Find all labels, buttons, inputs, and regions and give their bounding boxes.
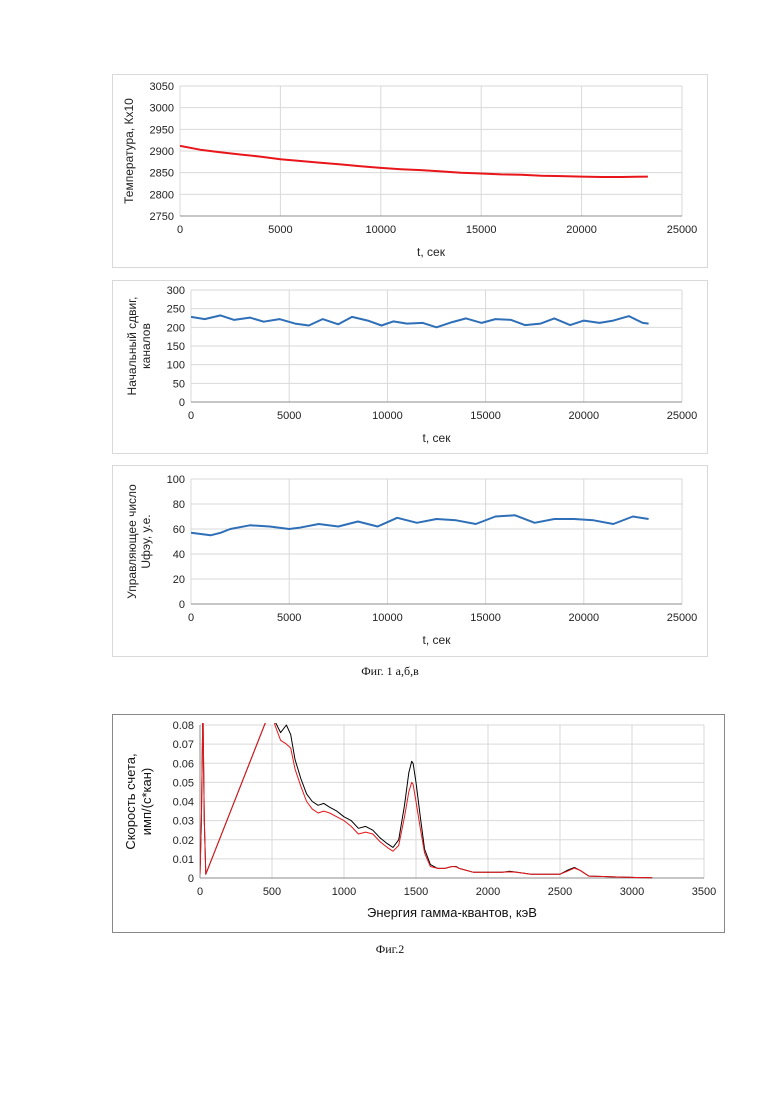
y-tick-label: 60 [173, 524, 185, 536]
x-tick-label: 20000 [569, 612, 600, 624]
y-axis-title: Начальный сдвиг, [125, 297, 139, 396]
x-tick-label: 15000 [466, 224, 497, 236]
x-tick-label: 0 [188, 410, 194, 422]
y-tick-label: 150 [167, 341, 185, 353]
y-tick-label: 2850 [150, 168, 174, 180]
x-tick-label: 2500 [548, 886, 572, 898]
y-tick-label: 0.01 [173, 854, 194, 866]
y-tick-label: 0.08 [173, 720, 194, 732]
y-tick-label: 2800 [150, 189, 174, 201]
x-tick-label: 2000 [476, 886, 500, 898]
x-tick-label: 20000 [566, 224, 597, 236]
y-axis-title: Скорость счета, [123, 753, 138, 849]
y-tick-label: 0.03 [173, 816, 194, 828]
x-tick-label: 25000 [667, 224, 698, 236]
y-axis-title: Uфэу, у.е. [139, 514, 153, 568]
x-tick-label: 3500 [692, 886, 716, 898]
y-tick-label: 300 [167, 285, 185, 297]
chart-4: 0 500 1000 1500 2000 2500 3000 3500 0 0.01 0.02 0.0… [123, 706, 716, 920]
y-tick-label: 100 [167, 474, 185, 486]
y-tick-label: 100 [167, 360, 185, 372]
y-tick-label: 0.05 [173, 777, 194, 789]
x-axis-title: t, сек [423, 633, 452, 647]
x-tick-label: 10000 [366, 224, 397, 236]
x-tick-label: 0 [177, 224, 183, 236]
y-axis-title: Управляющее число [125, 484, 139, 599]
x-tick-label: 5000 [268, 224, 292, 236]
x-axis-title: t, сек [423, 431, 452, 445]
y-tick-label: 0 [188, 873, 194, 885]
x-tick-label: 1500 [404, 886, 428, 898]
x-tick-label: 15000 [470, 410, 501, 422]
y-tick-label: 2750 [150, 211, 174, 223]
x-tick-label: 0 [197, 886, 203, 898]
x-tick-label: 25000 [667, 410, 698, 422]
x-tick-label: 5000 [277, 410, 301, 422]
series-line-1 [191, 515, 649, 535]
y-tick-label: 200 [167, 322, 185, 334]
y-axis-title: каналов [139, 323, 153, 369]
chart-3: 0 5000 10000 15000 20000 25000 0 20 40 60 80 100 t, … [125, 474, 697, 647]
x-tick-label: 10000 [372, 410, 403, 422]
y-tick-label: 50 [173, 378, 185, 390]
x-tick-label: 20000 [569, 410, 600, 422]
x-axis-title: t, сек [417, 245, 446, 259]
y-tick-label: 0 [179, 397, 185, 409]
figure-1-caption: Фиг. 1 а,б,в [290, 664, 490, 679]
y-tick-label: 20 [173, 574, 185, 586]
y-tick-label: 2950 [150, 124, 174, 136]
y-tick-label: 250 [167, 304, 185, 316]
x-tick-label: 5000 [277, 612, 301, 624]
figure-2-caption: Фиг.2 [340, 942, 440, 957]
y-tick-label: 0.02 [173, 835, 194, 847]
x-axis-title: Энергия гамма-квантов, кэВ [367, 905, 537, 920]
x-tick-label: 25000 [667, 612, 698, 624]
chart-1: 0 5000 10000 15000 20000 25000 2750 2800 2850 290… [122, 81, 697, 259]
x-tick-label: 1000 [332, 886, 356, 898]
series-line-1 [191, 315, 649, 327]
y-tick-label: 0.04 [173, 797, 194, 809]
x-tick-label: 500 [263, 886, 281, 898]
series-line-1 [200, 706, 652, 878]
chart-2: 0 5000 10000 15000 20000 25000 0 50 100 150 200 250… [125, 285, 697, 445]
y-tick-label: 3000 [150, 103, 174, 115]
y-tick-label: 3050 [150, 81, 174, 93]
x-tick-label: 10000 [372, 612, 403, 624]
y-tick-label: 0 [179, 599, 185, 611]
x-tick-label: 0 [188, 612, 194, 624]
x-tick-label: 15000 [470, 612, 501, 624]
y-tick-label: 40 [173, 549, 185, 561]
y-tick-label: 80 [173, 499, 185, 511]
x-tick-label: 3000 [620, 886, 644, 898]
y-tick-label: 0.06 [173, 758, 194, 770]
y-tick-label: 0.07 [173, 739, 194, 751]
y-axis-title: Температура, Кх10 [122, 98, 136, 204]
y-tick-label: 2900 [150, 146, 174, 158]
y-axis-title: имп/(с*кан) [139, 768, 154, 835]
